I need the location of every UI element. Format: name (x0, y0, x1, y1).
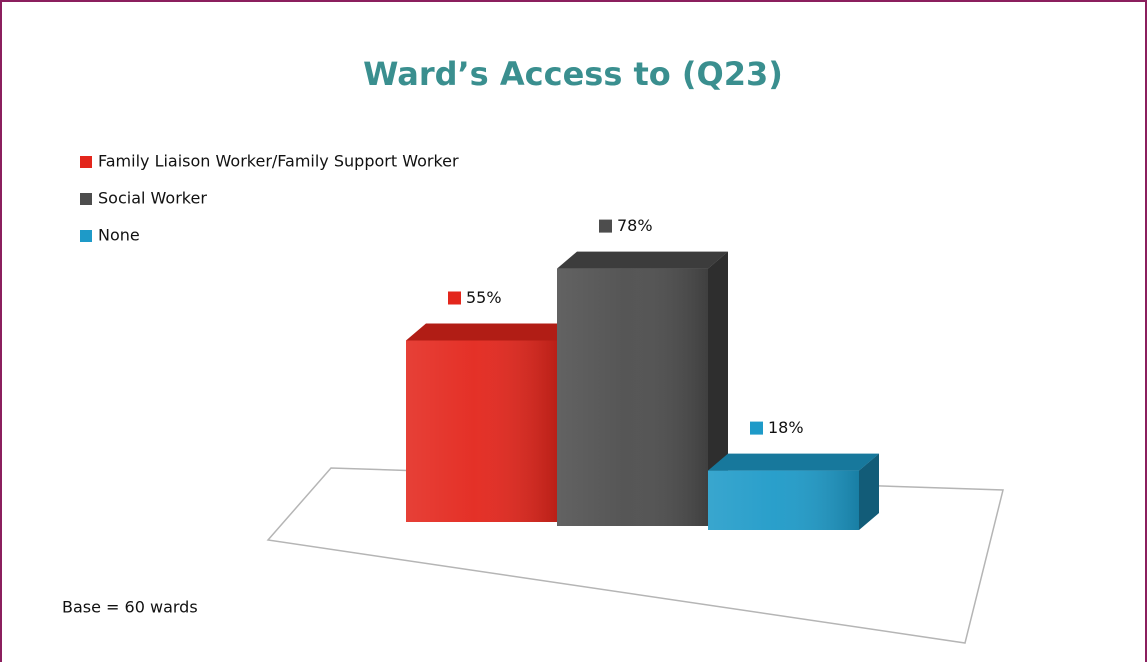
bar-top (406, 323, 577, 341)
bar-side-shade (708, 251, 728, 526)
value-label-swatch (599, 219, 612, 233)
bar-shine (708, 470, 859, 530)
legend-swatch (80, 156, 92, 168)
legend-label: Family Liaison Worker/Family Support Wor… (98, 152, 459, 171)
value-label: 55% (466, 288, 502, 307)
legend-label: None (98, 226, 140, 245)
bar-side (859, 453, 879, 530)
legend-swatch (80, 193, 92, 205)
legend-swatch (80, 230, 92, 242)
value-label-swatch (448, 291, 461, 305)
bar-top-shade (708, 453, 879, 471)
value-label-swatch (750, 421, 763, 435)
legend-label: Social Worker (98, 189, 207, 208)
bar-shine (557, 268, 708, 526)
value-label: 18% (768, 418, 804, 437)
value-label: 78% (617, 216, 653, 235)
bar-top-shade (406, 323, 577, 341)
chart-title: Ward’s Access to (Q23) (363, 55, 783, 93)
bar-top (708, 453, 879, 471)
bar-top (557, 251, 728, 269)
note: Base = 60 wards (62, 598, 198, 617)
bar-shine (406, 340, 557, 522)
bar-side-shade (859, 453, 879, 530)
bar-side (708, 251, 728, 526)
bar-top-shade (557, 251, 728, 269)
